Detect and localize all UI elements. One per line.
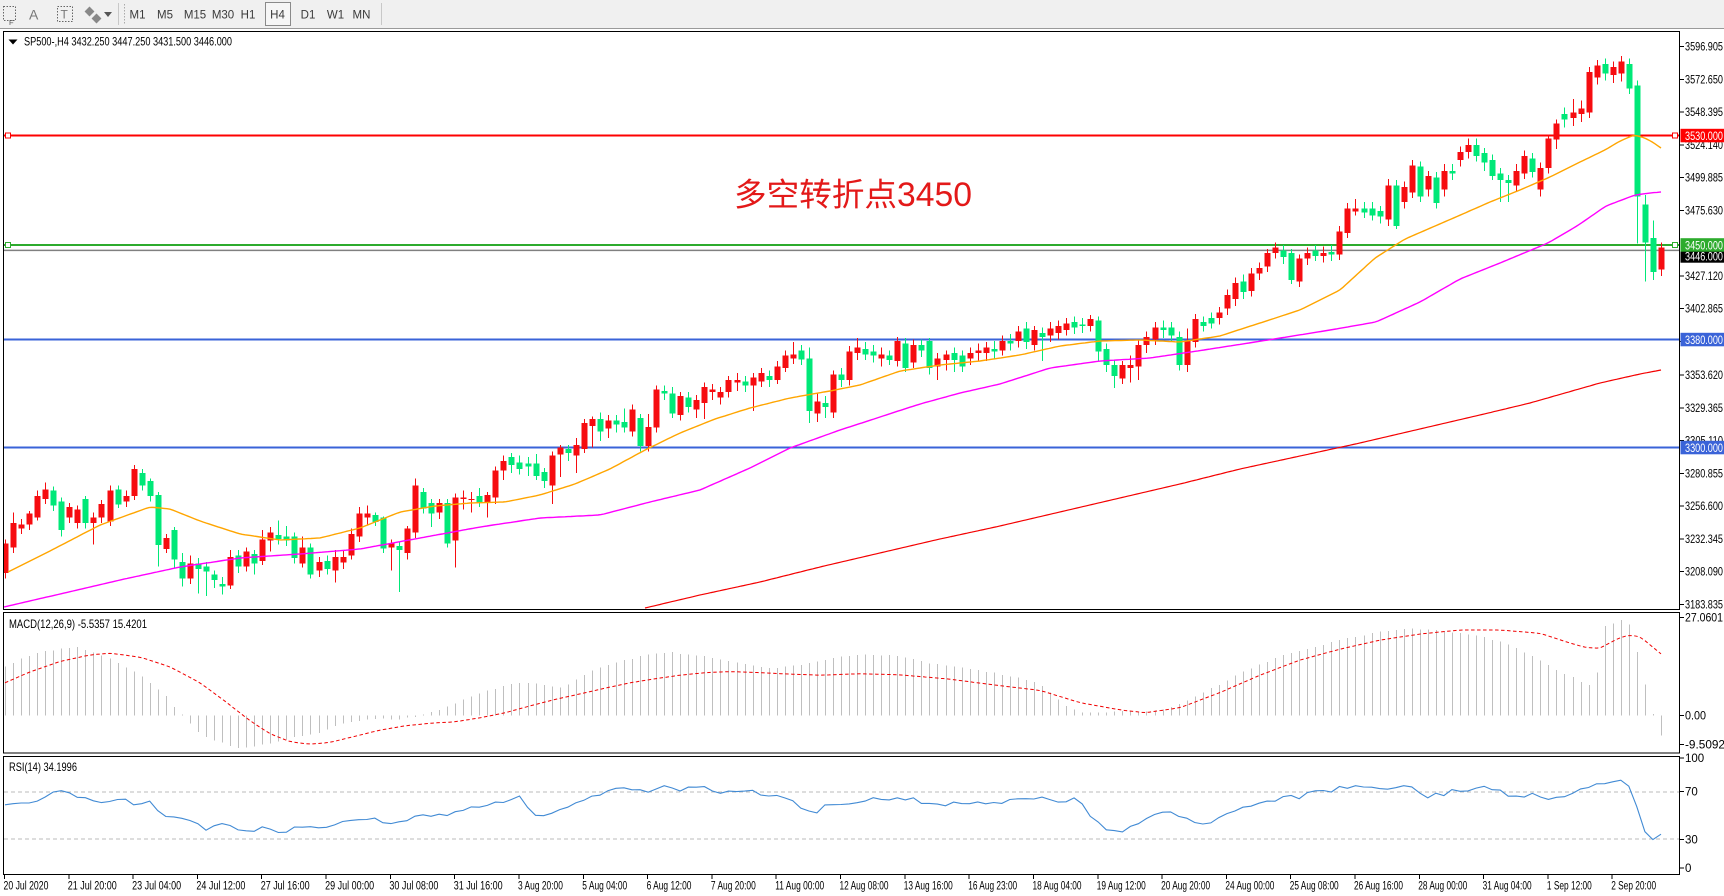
svg-text:3353.620: 3353.620 bbox=[1685, 370, 1723, 382]
svg-text:3427.120: 3427.120 bbox=[1685, 271, 1723, 283]
svg-text:H1: H1 bbox=[241, 10, 256, 22]
svg-text:3183.835: 3183.835 bbox=[1685, 599, 1723, 611]
svg-text:3530.000: 3530.000 bbox=[1685, 131, 1723, 143]
svg-text:3 Aug 20:00: 3 Aug 20:00 bbox=[518, 881, 563, 893]
svg-text:3208.090: 3208.090 bbox=[1685, 567, 1723, 579]
svg-text:3548.395: 3548.395 bbox=[1685, 107, 1723, 119]
svg-text:0: 0 bbox=[1685, 863, 1691, 875]
svg-text:23 Jul 04:00: 23 Jul 04:00 bbox=[132, 881, 181, 893]
svg-text:3280.855: 3280.855 bbox=[1685, 468, 1723, 480]
svg-text:3300.000: 3300.000 bbox=[1685, 443, 1723, 455]
svg-text:1 Sep 12:00: 1 Sep 12:00 bbox=[1547, 881, 1592, 893]
svg-text:-9.5092: -9.5092 bbox=[1685, 739, 1724, 751]
svg-text:3380.000: 3380.000 bbox=[1685, 335, 1723, 347]
svg-text:5 Aug 04:00: 5 Aug 04:00 bbox=[582, 881, 627, 893]
svg-text:T: T bbox=[61, 8, 69, 22]
svg-text:M5: M5 bbox=[157, 10, 173, 22]
svg-text:18 Aug 04:00: 18 Aug 04:00 bbox=[1033, 881, 1082, 893]
svg-text:13 Aug 16:00: 13 Aug 16:00 bbox=[904, 881, 953, 893]
svg-text:31 Aug 04:00: 31 Aug 04:00 bbox=[1483, 881, 1532, 893]
svg-text:2 Sep 20:00: 2 Sep 20:00 bbox=[1611, 881, 1656, 893]
svg-text:6 Aug 12:00: 6 Aug 12:00 bbox=[647, 881, 692, 893]
svg-text:3446.000: 3446.000 bbox=[1685, 252, 1723, 264]
svg-text:M15: M15 bbox=[184, 10, 206, 22]
svg-text:26 Aug 16:00: 26 Aug 16:00 bbox=[1354, 881, 1403, 893]
svg-text:7 Aug 20:00: 7 Aug 20:00 bbox=[711, 881, 756, 893]
svg-text:3402.865: 3402.865 bbox=[1685, 304, 1723, 316]
svg-text:31 Jul 16:00: 31 Jul 16:00 bbox=[454, 881, 503, 893]
svg-text:28 Aug 00:00: 28 Aug 00:00 bbox=[1418, 881, 1467, 893]
svg-text:29 Jul 00:00: 29 Jul 00:00 bbox=[325, 881, 374, 893]
svg-text:3232.345: 3232.345 bbox=[1685, 534, 1723, 546]
svg-text:D1: D1 bbox=[301, 10, 316, 22]
svg-text:3596.905: 3596.905 bbox=[1685, 42, 1723, 54]
svg-text:A: A bbox=[29, 7, 39, 23]
svg-text:3524.140: 3524.140 bbox=[1685, 140, 1723, 152]
svg-text:20 Aug 20:00: 20 Aug 20:00 bbox=[1161, 881, 1210, 893]
svg-text:24 Jul 12:00: 24 Jul 12:00 bbox=[196, 881, 245, 893]
svg-text:3329.365: 3329.365 bbox=[1685, 403, 1723, 415]
svg-text:3475.630: 3475.630 bbox=[1685, 205, 1723, 217]
svg-text:24 Aug 00:00: 24 Aug 00:00 bbox=[1225, 881, 1274, 893]
svg-text:MN: MN bbox=[353, 10, 371, 22]
svg-text:3450: 3450 bbox=[897, 176, 972, 214]
svg-text:30: 30 bbox=[1685, 835, 1698, 847]
svg-text:12 Aug 08:00: 12 Aug 08:00 bbox=[840, 881, 889, 893]
svg-text:27.0601: 27.0601 bbox=[1685, 613, 1723, 625]
svg-text:F: F bbox=[9, 18, 14, 27]
svg-text:3572.650: 3572.650 bbox=[1685, 74, 1723, 86]
svg-text:RSI(14) 34.1996: RSI(14) 34.1996 bbox=[9, 760, 77, 774]
svg-text:70: 70 bbox=[1685, 786, 1698, 798]
svg-text:0.00: 0.00 bbox=[1685, 710, 1706, 722]
svg-text:11 Aug 00:00: 11 Aug 00:00 bbox=[775, 881, 824, 893]
svg-text:3499.885: 3499.885 bbox=[1685, 173, 1723, 185]
svg-text:16 Aug 23:00: 16 Aug 23:00 bbox=[968, 881, 1017, 893]
svg-text:27 Jul 16:00: 27 Jul 16:00 bbox=[261, 881, 310, 893]
svg-text:19 Aug 12:00: 19 Aug 12:00 bbox=[1097, 881, 1146, 893]
svg-text:SP500-,H4 3432.250 3447.250 3: SP500-,H4 3432.250 3447.250 3431.500 344… bbox=[24, 35, 232, 49]
svg-text:W1: W1 bbox=[327, 10, 344, 22]
svg-text:21 Jul 20:00: 21 Jul 20:00 bbox=[68, 881, 117, 893]
svg-text:30 Jul 08:00: 30 Jul 08:00 bbox=[389, 881, 438, 893]
svg-text:3450.000: 3450.000 bbox=[1685, 241, 1723, 253]
svg-text:M1: M1 bbox=[130, 10, 146, 22]
svg-text:100: 100 bbox=[1685, 753, 1704, 765]
svg-text:M30: M30 bbox=[212, 10, 234, 22]
svg-text:MACD(12,26,9) -5.5357 15.4201: MACD(12,26,9) -5.5357 15.4201 bbox=[9, 617, 147, 631]
svg-text:H4: H4 bbox=[270, 10, 285, 22]
svg-text:20 Jul 2020: 20 Jul 2020 bbox=[4, 881, 49, 893]
svg-text:3256.600: 3256.600 bbox=[1685, 501, 1723, 513]
svg-text:25 Aug 08:00: 25 Aug 08:00 bbox=[1290, 881, 1339, 893]
